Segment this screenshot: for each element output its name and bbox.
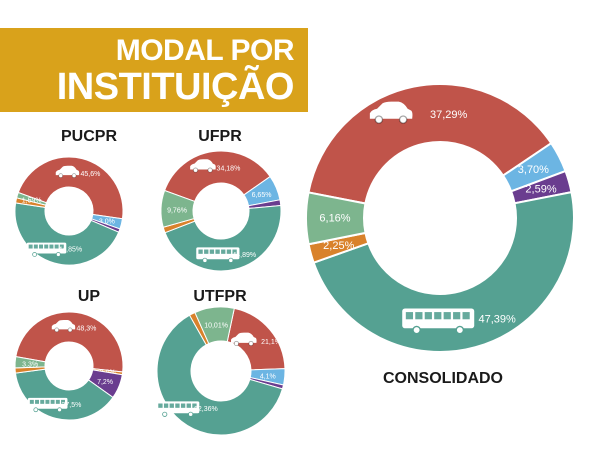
bus-icon	[402, 308, 475, 335]
car-icon	[231, 332, 257, 347]
chart-title-utfpr: UTFPR	[193, 288, 247, 305]
slice-label-bicycle: 3,70%	[518, 164, 549, 176]
donut-consolidado: 37,29% 3,70% 2,59% 47,39% 2,25% 6,16%	[305, 83, 575, 353]
slice-label-bicycle: 6,65%	[252, 192, 272, 199]
slice-walk_bike	[14, 356, 46, 369]
car-icon	[369, 101, 413, 124]
slice-label-walk_bike: 6,16%	[319, 212, 350, 224]
title-line-1: MODAL POR	[115, 34, 295, 67]
bus-icon	[27, 397, 68, 413]
chart-title-consolidado: CONSOLIDADO	[383, 370, 503, 387]
slice-label-van: 2,59%	[525, 183, 556, 195]
bus-icon	[156, 401, 200, 417]
donut-up: 48,3%0,8%7,2%37,5%3,3%	[14, 311, 124, 421]
chart-title-ufpr: UFPR	[198, 128, 242, 145]
slice-label-walk_bike: 9,76%	[167, 207, 187, 214]
slice-label-walk_bike: 3,3%	[22, 361, 38, 368]
slice-label-bus: 44,85%	[58, 247, 82, 254]
car-icon	[55, 165, 80, 179]
slice-label-bicycle: 4,1%	[260, 373, 276, 380]
slice-walk_bike	[16, 191, 48, 206]
slice-car	[15, 311, 124, 373]
car-icon	[190, 159, 216, 173]
donut-utfpr: 21,1% 4,1% 62,36% 10,01%	[156, 306, 286, 436]
donut-pucpr: 45,6% 3,0% 44,85% 1,59%	[14, 156, 124, 266]
slice-label-bicycle: 3,0%	[99, 218, 115, 225]
slice-walk_bike	[305, 191, 367, 246]
slice-label-bus: 47,39%	[479, 313, 517, 325]
slice-bus	[312, 190, 575, 353]
title-line-2: INSTITUIÇÃO	[56, 66, 295, 108]
slice-label-car: 21,1%	[261, 339, 281, 346]
slice-label-bus: 44,89%	[232, 252, 256, 259]
title-banner: MODAL POR INSTITUIÇÃO	[0, 28, 308, 112]
chart-title-up: UP	[77, 288, 101, 305]
bus-icon	[196, 247, 240, 263]
slice-walk_bike	[160, 189, 196, 228]
slice-label-bus: 62,36%	[194, 406, 218, 413]
car-icon	[51, 319, 76, 333]
slice-walk_bike	[194, 306, 235, 345]
slice-label-car: 34,18%	[217, 165, 241, 172]
slice-label-van: 7,2%	[97, 379, 113, 386]
slice-label-car: 48,3%	[76, 325, 96, 332]
slice-car	[17, 156, 124, 220]
chart-title-pucpr: PUCPR	[60, 128, 117, 145]
slice-label-car: 37,29%	[430, 109, 468, 121]
slice-label-walk_bike: 1,59%	[22, 198, 42, 205]
slice-car	[163, 150, 271, 203]
slice-label-walk_bike: 10,01%	[204, 322, 228, 329]
donut-ufpr: 34,18% 6,65% 44,89% 9,76%	[160, 150, 282, 272]
slice-car	[307, 83, 553, 205]
slice-label-motorcycle: 2,25%	[323, 240, 354, 252]
bus-icon	[26, 242, 67, 257]
slice-label-bus: 37,5%	[62, 402, 82, 409]
slice-label-car: 45,6%	[80, 171, 100, 178]
